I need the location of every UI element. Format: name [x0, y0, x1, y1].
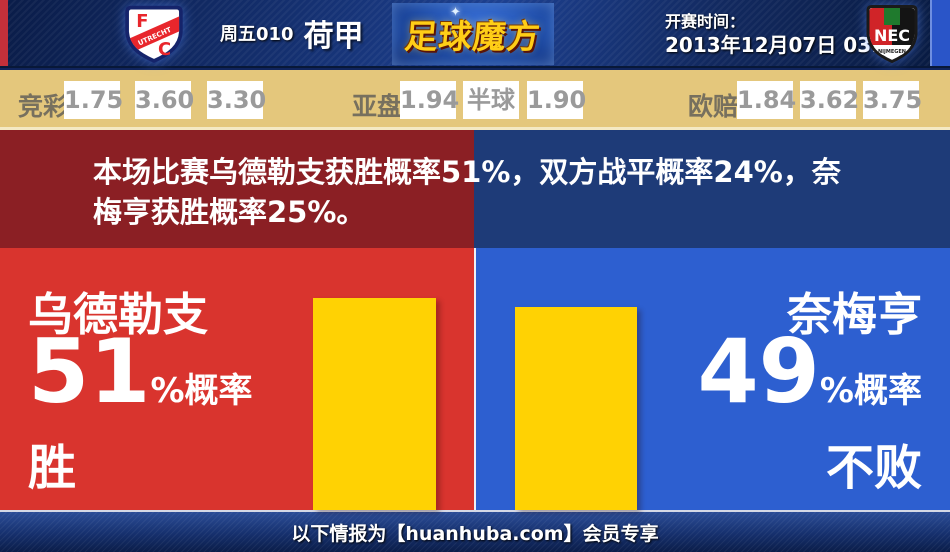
home-team-name: 乌德勒支 [28, 288, 209, 341]
fc-utrecht-logo: UTRECHT F C [112, 5, 196, 63]
kickoff-time: 2013年12月07日 03:00 [665, 33, 907, 57]
summary-text: 本场比赛乌德勒支获胜概率51%，双方战平概率24%，奈 梅亨获胜概率25%。 [93, 152, 883, 232]
league-name: 荷甲 [303, 19, 364, 54]
left-accent-strip [0, 0, 8, 66]
summary-line-1: 本场比赛乌德勒支获胜概率51%，双方战平概率24%，奈 [93, 155, 841, 189]
nec-city-text: NIJMEGEN [878, 49, 906, 55]
nec-nijmegen-logo: NEC NIJMEGEN [860, 4, 924, 64]
odds-value-yapan-away: 1.90 [527, 81, 586, 119]
utrecht-letter-f: F [136, 11, 148, 32]
odds-value-oupei-home: 1.84 [737, 81, 796, 119]
match-header: UTRECHT F C 周五010 荷甲 ✦ 足球魔方 开赛时间： 2013年1… [0, 0, 950, 68]
odds-value-oupei-away: 3.75 [863, 81, 922, 119]
home-probability-bar [313, 298, 436, 510]
home-percent-value: 51 [28, 320, 151, 423]
brand-plate: ✦ 足球魔方 [392, 3, 554, 65]
brand-logo-text: 足球魔方 [403, 17, 543, 56]
home-percent-suffix: %概率 [150, 371, 253, 411]
odds-value-jingcai-away: 3.30 [207, 81, 266, 119]
away-percent-suffix: %概率 [819, 371, 922, 411]
footer-text: 以下情报为【huanhuba.com】会员专享 [291, 522, 659, 545]
away-percent-value: 49 [697, 320, 820, 423]
odds-value-jingcai-home: 1.75 [64, 81, 123, 119]
odds-bar: 竞彩 1.75 3.60 3.30 亚盘 1.94 半球 1.90 欧赔 1.8… [0, 70, 950, 130]
odds-value-yapan-home: 1.94 [400, 81, 459, 119]
away-team-name: 奈梅亨 [786, 288, 922, 341]
summary-line-2: 梅亨获胜概率25%。 [93, 195, 366, 229]
odds-label-oupei: 欧赔 [688, 92, 739, 121]
home-outcome-label: 胜 [28, 440, 77, 496]
away-probability: 49 %概率 [697, 320, 922, 423]
away-probability-bar [515, 307, 637, 510]
match-info: 周五010 荷甲 [128, 0, 388, 66]
match-number: 周五010 [220, 24, 294, 45]
summary-bg-away [474, 130, 950, 248]
odds-label-yapan: 亚盘 [352, 92, 403, 121]
home-probability: 51 %概率 [28, 320, 253, 423]
odds-value-yapan-handicap: 半球 [463, 81, 519, 119]
panel-divider [474, 248, 476, 510]
away-outcome-label: 不败 [825, 440, 922, 496]
right-accent-strip [930, 0, 950, 66]
odds-label-jingcai: 竞彩 [18, 92, 69, 121]
probability-panels: 乌德勒支 51 %概率 胜 奈梅亨 49 %概率 不败 [0, 248, 950, 510]
summary-bg-home [0, 130, 474, 248]
kickoff-label: 开赛时间： [665, 12, 746, 31]
nec-abbr-text: NEC [874, 26, 910, 45]
summary-banner: 本场比赛乌德勒支获胜概率51%，双方战平概率24%，奈 梅亨获胜概率25%。 [0, 130, 950, 248]
odds-value-oupei-draw: 3.62 [800, 81, 859, 119]
odds-value-jingcai-draw: 3.60 [135, 81, 194, 119]
kickoff-info: 开赛时间： 2013年12月07日 03:00 [665, 11, 907, 58]
utrecht-letter-c: C [158, 39, 171, 60]
footer-bar: 以下情报为【huanhuba.com】会员专享 [0, 510, 950, 552]
sparkle-icon: ✦ [450, 5, 461, 20]
